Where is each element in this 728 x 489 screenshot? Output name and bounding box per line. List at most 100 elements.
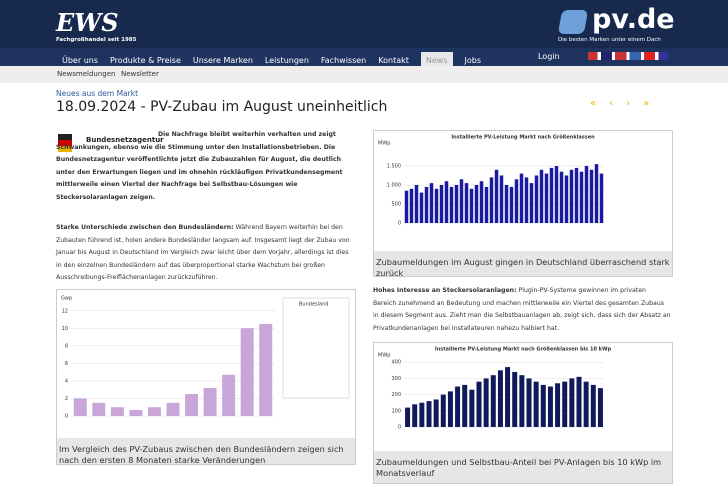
bar xyxy=(454,185,459,223)
bar xyxy=(494,169,499,223)
chart-title: Installierte PV-Leistung Markt nach Größ… xyxy=(451,135,595,141)
y-tick-label: 1.000 xyxy=(387,183,401,189)
flags[interactable] xyxy=(588,52,668,60)
kicker: Neues aus dem Markt xyxy=(56,89,139,98)
gov-logo-label: Bundesnetzagentur xyxy=(86,136,164,144)
nav-link[interactable]: Kontakt xyxy=(378,56,409,65)
bar xyxy=(509,186,514,223)
bar xyxy=(589,169,594,223)
y-tick-label: 1.500 xyxy=(387,164,401,170)
bar xyxy=(424,186,429,223)
bar xyxy=(439,185,444,223)
caption: Im Vergleich des PV-Zubaus zwischen den … xyxy=(59,444,344,465)
bar xyxy=(433,399,439,427)
bar xyxy=(533,381,539,427)
article-title: 18.09.2024 - PV-Zubau im August uneinhei… xyxy=(56,99,388,115)
bar xyxy=(529,183,534,223)
bar xyxy=(490,375,496,427)
y-tick-label: 300 xyxy=(391,376,401,382)
bar xyxy=(583,381,589,427)
y-tick-label: 0 xyxy=(65,414,68,420)
nav-link[interactable]: Leistungen xyxy=(264,56,309,65)
bar xyxy=(444,181,449,223)
nav-link[interactable]: Über uns xyxy=(62,56,98,65)
y-tick-label: 200 xyxy=(391,392,401,398)
bar xyxy=(462,384,468,427)
nav-link[interactable]: Jobs xyxy=(464,56,482,65)
bar xyxy=(429,183,434,223)
bar xyxy=(489,177,494,223)
bar xyxy=(505,367,511,427)
bar xyxy=(203,387,217,416)
y-tick-label: 0 xyxy=(398,425,401,431)
bar xyxy=(526,378,532,427)
y-tick-label: 12 xyxy=(62,308,68,314)
y-tick-label: 500 xyxy=(391,202,401,208)
bar xyxy=(539,169,544,223)
y-tick-label: 8 xyxy=(65,343,68,349)
bar xyxy=(476,381,482,427)
bar xyxy=(73,398,87,416)
brand[interactable]: pv.de xyxy=(592,4,675,35)
bar xyxy=(562,381,568,427)
caption: Zubaumeldungen und Selbstbau-Anteil bei … xyxy=(376,457,662,478)
para-text: Plugin-PV-Systeme gewinnen im privaten B… xyxy=(373,287,671,332)
bar xyxy=(419,192,424,223)
bar xyxy=(584,166,589,223)
bar xyxy=(469,188,474,223)
chart-title: Installierte PV-Leistung Markt nach Größ… xyxy=(435,347,612,353)
bar xyxy=(549,167,554,223)
bar xyxy=(559,171,564,223)
bar xyxy=(440,394,446,427)
bar xyxy=(469,389,475,427)
bar xyxy=(426,401,432,427)
bar xyxy=(512,371,518,427)
bar xyxy=(555,383,561,427)
y-tick-label: 4 xyxy=(65,378,68,384)
y-tick-label: 2 xyxy=(65,396,68,402)
bar xyxy=(519,173,524,223)
header: EWS Fachgroßhandel seit 1985 pv.de Die b… xyxy=(0,0,728,48)
bar xyxy=(519,375,525,427)
bar xyxy=(576,376,582,427)
logo[interactable]: EWS xyxy=(56,8,119,37)
y-tick-label: 100 xyxy=(391,408,401,414)
bar xyxy=(569,378,575,427)
bar xyxy=(129,409,143,416)
axis-label: MWp xyxy=(378,141,390,147)
bar xyxy=(547,386,553,427)
para-text: Während Bayern weiterhin bei den Zubaute… xyxy=(56,224,350,281)
nav-link[interactable]: Fachwissen xyxy=(320,56,367,65)
bar xyxy=(504,185,509,223)
logo-sub: Fachgroßhandel seit 1985 xyxy=(56,37,137,43)
bar xyxy=(590,384,596,427)
bar xyxy=(483,378,489,427)
nav-link[interactable]: Produkte & Preise xyxy=(110,56,181,65)
bar xyxy=(419,402,425,427)
legend-title: Bundesland xyxy=(299,302,328,308)
bar xyxy=(447,391,453,427)
subnav: Newsmeldungen Newsletter xyxy=(0,66,728,83)
nav: Über uns Produkte & Preise Unsere Marken Le… xyxy=(0,48,728,69)
bar xyxy=(594,164,599,223)
bar xyxy=(544,173,549,223)
bar xyxy=(499,175,504,223)
bar xyxy=(474,185,479,223)
login[interactable]: Login xyxy=(538,52,560,61)
chart: Gwp 0 2 4 6 8 10 12 Bundesland xyxy=(57,290,355,438)
subnav-link[interactable]: Newsletter xyxy=(121,70,159,78)
para-bold: Starke Unterschiede zwischen den Bundesl… xyxy=(56,224,234,231)
axis-label: MWp xyxy=(378,353,390,359)
subnav-link[interactable]: Newsmeldungen xyxy=(57,70,116,78)
bar xyxy=(564,175,569,223)
bar xyxy=(534,175,539,223)
bar xyxy=(574,167,579,223)
nav-link[interactable]: Unsere Marken xyxy=(192,56,253,65)
nav-link[interactable]: News xyxy=(420,52,453,69)
pager[interactable]: «‹›» xyxy=(590,98,663,109)
figure: Gwp 0 2 4 6 8 10 12 Bundesland Im Vergleich des … xyxy=(56,289,356,465)
bar xyxy=(240,328,254,416)
y-tick-label: 0 xyxy=(398,221,401,227)
bar xyxy=(405,407,411,427)
